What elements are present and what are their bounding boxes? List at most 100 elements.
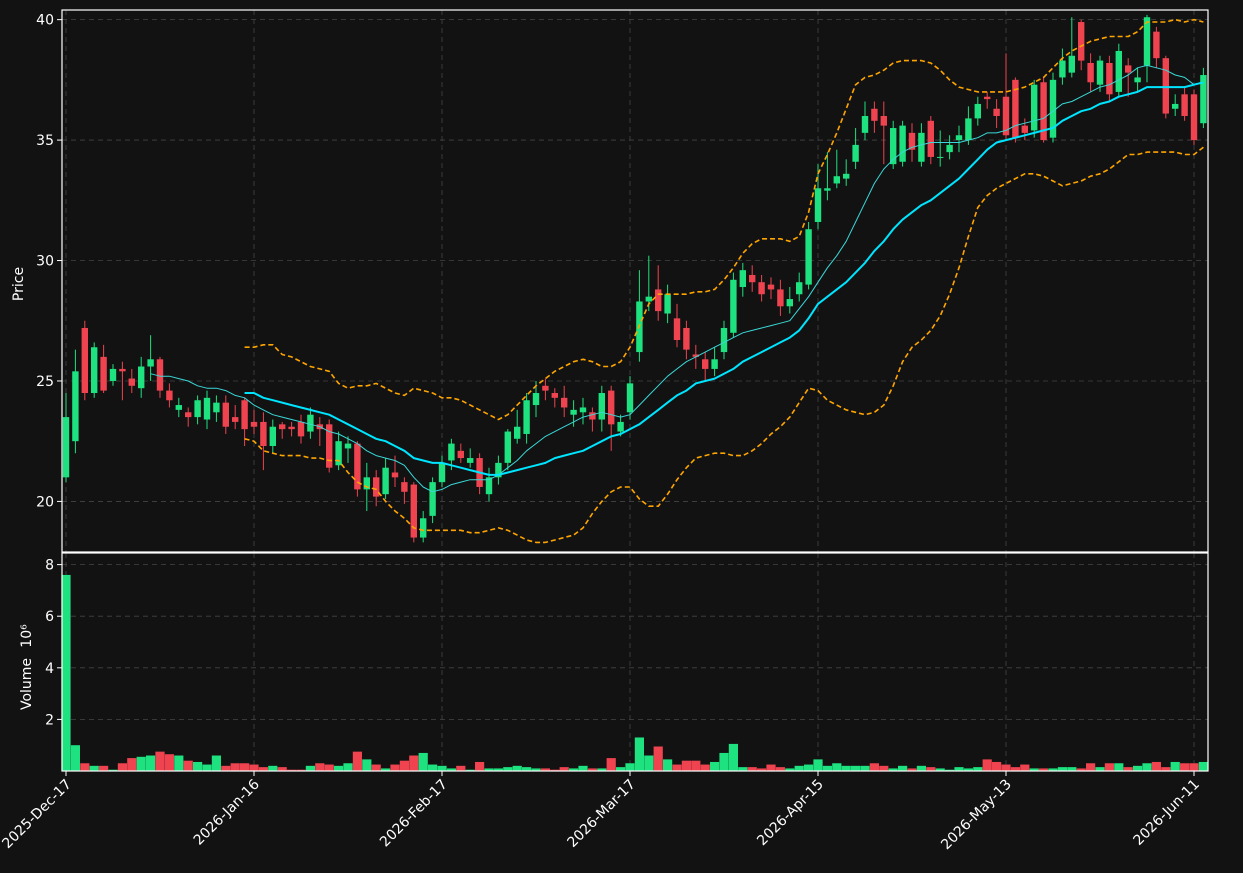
candle-body (91, 347, 98, 394)
candle-body (796, 282, 803, 295)
volume-bar (719, 752, 729, 771)
candle-body (119, 368, 126, 372)
candle-body (1031, 84, 1038, 131)
candle-body (673, 318, 681, 341)
volume-bar (813, 759, 823, 771)
candle-body (1068, 55, 1075, 73)
candle-body (1200, 75, 1207, 124)
candle-body (739, 270, 746, 288)
volume-bar (1142, 763, 1152, 771)
candle-body (109, 368, 117, 381)
candle-body (335, 441, 342, 466)
candle-body (1125, 65, 1132, 73)
volume-bar (127, 758, 137, 771)
candle-body (100, 356, 107, 391)
volume-bar (1170, 761, 1180, 771)
volume-bar (493, 768, 503, 771)
candle-body (974, 103, 981, 119)
candle-body (542, 385, 549, 391)
candle-body (890, 128, 897, 165)
y-tick-label: 40 (36, 13, 54, 29)
volume-bar (644, 755, 654, 771)
volume-tick-label: 8 (45, 558, 54, 574)
volume-bar (305, 765, 315, 771)
candle-body (1012, 79, 1019, 138)
candle-body (326, 424, 333, 468)
candle-body (579, 407, 587, 413)
volume-bar (869, 763, 879, 771)
volume-bar (240, 763, 250, 771)
volume-bar (775, 767, 785, 771)
y-tick-label: 30 (36, 254, 54, 270)
overlay-line (244, 81, 1204, 476)
candle-body (1059, 60, 1066, 78)
candle-body (786, 299, 793, 307)
volume-bar (1095, 767, 1105, 771)
candle-body (1049, 79, 1057, 138)
candle-body (203, 397, 211, 420)
volume-bar (1010, 767, 1020, 771)
volume-bar (343, 763, 353, 771)
volume-bar (822, 765, 832, 771)
candle-body (617, 421, 624, 432)
candle-body (767, 284, 775, 290)
candle-body (260, 421, 267, 447)
candle-body (156, 359, 164, 391)
volume-bar (1076, 768, 1086, 771)
candle-body (805, 229, 812, 285)
volume-bar (221, 765, 231, 771)
candle-body (128, 378, 135, 386)
candle-body (457, 450, 464, 459)
volume-bar (898, 765, 908, 771)
candle-body (279, 424, 286, 430)
volume-bar (174, 755, 184, 771)
candle-body (1021, 125, 1028, 133)
volume-bar (1001, 764, 1011, 771)
volume-tick-label: 4 (45, 661, 54, 677)
candle-body (410, 484, 417, 538)
volume-bar (1161, 767, 1171, 771)
y-tick-label: 35 (36, 133, 54, 149)
volume-bar (117, 763, 127, 771)
volume-bar (1123, 767, 1133, 771)
volume-bar (963, 768, 973, 771)
volume-bar (522, 767, 532, 771)
volume-bar (945, 769, 955, 771)
volume-bar (606, 758, 616, 771)
volume-bar (1048, 768, 1058, 771)
volume-bar (381, 768, 391, 771)
candle-body (1115, 50, 1122, 92)
volume-bar (136, 756, 146, 771)
candle-body (570, 409, 577, 415)
candle-body (908, 132, 916, 150)
candle-body (467, 458, 474, 463)
volume-bar (362, 759, 372, 771)
candle-body (448, 443, 455, 461)
candle-body (711, 359, 718, 369)
candle-body (993, 108, 1000, 116)
volume-bar (841, 765, 851, 771)
candle-body (749, 274, 756, 283)
volume-bar (804, 764, 814, 771)
candle-body (927, 120, 934, 157)
volume-bar (484, 768, 494, 771)
candle-body (1078, 22, 1085, 61)
volume-bar (888, 768, 898, 771)
y-axis-label: Price (11, 267, 27, 301)
candle-body (382, 467, 389, 495)
volume-bar (794, 765, 804, 771)
volume-bar (108, 769, 118, 771)
volume-bar (1104, 763, 1114, 771)
y-tick-label: 20 (36, 494, 54, 510)
candle-body (288, 426, 295, 430)
volume-bar (681, 760, 691, 771)
candle-body (363, 477, 370, 490)
volume-bar (860, 765, 870, 771)
volume-bar (249, 764, 259, 771)
candle-body (147, 359, 154, 367)
volume-bar (663, 759, 673, 771)
candle-body (1087, 62, 1094, 83)
candle-body (843, 173, 850, 179)
